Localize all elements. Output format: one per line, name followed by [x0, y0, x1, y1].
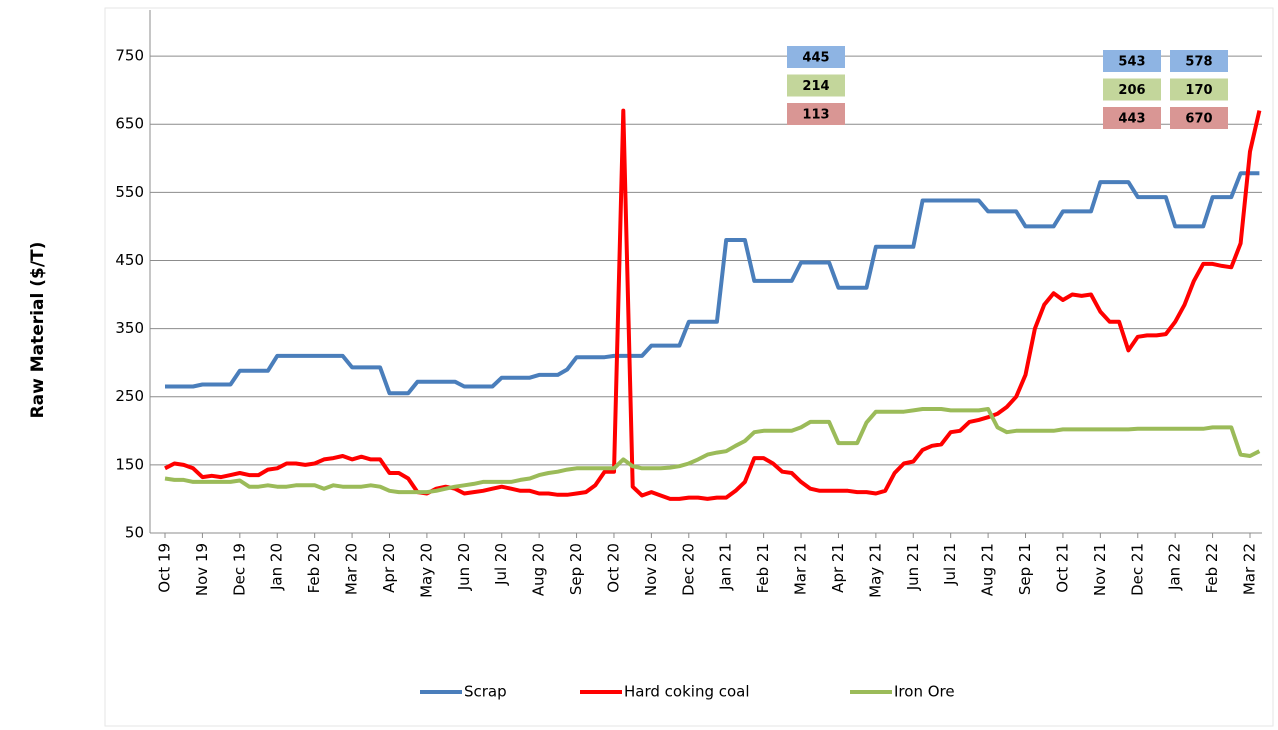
- y-tick-label: 350: [115, 319, 144, 337]
- x-tick-label: Jun 20: [455, 543, 473, 591]
- series-line: [164, 108, 1262, 501]
- x-tick-label: Mar 22: [1241, 543, 1259, 595]
- annotation-label: 445: [802, 51, 829, 66]
- x-tick-label: Jun 21: [904, 543, 922, 591]
- x-tick-label: Jan 21: [717, 543, 735, 591]
- x-tick-label: Feb 22: [1203, 543, 1221, 593]
- annotation-box: [1103, 107, 1161, 129]
- x-tick-label: May 20: [417, 543, 435, 598]
- chart-frame: [104, 7, 1274, 727]
- annotation-label: 214: [802, 79, 829, 94]
- y-axis-label: Raw Material ($/T): [28, 242, 48, 419]
- y-tick-label: 450: [115, 251, 144, 269]
- annotation-box: [1103, 78, 1161, 101]
- x-tick-label: May 21: [866, 543, 884, 598]
- x-tick-label: Nov 19: [193, 543, 211, 596]
- x-tick-label: Nov 21: [1091, 543, 1109, 596]
- x-tick-label: Apr 21: [829, 543, 847, 593]
- x-tick-label: Feb 20: [305, 543, 323, 593]
- x-tick-label: Sep 21: [1016, 543, 1034, 595]
- y-tick-label: 650: [115, 115, 144, 133]
- x-tick-label: Apr 20: [380, 543, 398, 593]
- annotation-box: [1170, 78, 1228, 101]
- y-tick-label: 550: [115, 183, 144, 201]
- annotation-box: [1170, 107, 1228, 129]
- x-tick-label: Jan 22: [1166, 543, 1184, 591]
- y-tick-label: 150: [115, 455, 144, 473]
- annotation-label: 170: [1185, 83, 1212, 98]
- annotation-label: 206: [1118, 83, 1145, 98]
- x-tick-label: Oct 19: [156, 543, 174, 593]
- x-tick-label: Jul 20: [492, 543, 510, 586]
- x-tick-label: Sep 20: [567, 543, 585, 595]
- annotation-label: 578: [1185, 55, 1212, 70]
- annotation-box: [787, 103, 845, 125]
- annotation-label: 543: [1118, 55, 1145, 70]
- x-tick-label: Jul 21: [941, 543, 959, 586]
- x-tick-label: Dec 20: [679, 543, 697, 596]
- series-line: [165, 171, 1260, 396]
- annotation-label: 670: [1185, 112, 1212, 127]
- series-line: [164, 407, 1261, 495]
- legend-label: Scrap: [464, 683, 507, 701]
- x-tick-label: Oct 20: [604, 543, 622, 593]
- x-tick-label: Nov 20: [642, 543, 660, 596]
- x-tick-label: Feb 21: [754, 543, 772, 593]
- y-tick-label: 50: [125, 524, 144, 542]
- annotation-box: [787, 46, 845, 68]
- y-tick-label: 250: [115, 387, 144, 405]
- x-tick-label: Dec 19: [230, 543, 248, 596]
- annotation-label: 113: [802, 108, 829, 123]
- x-tick-label: Mar 20: [343, 543, 361, 595]
- x-tick-label: Jan 20: [268, 543, 286, 591]
- annotation-label: 443: [1118, 112, 1145, 127]
- x-tick-label: Dec 21: [1128, 543, 1146, 596]
- legend-label: Hard coking coal: [624, 683, 750, 701]
- y-tick-label: 750: [115, 47, 144, 65]
- legend-label: Iron Ore: [894, 683, 955, 701]
- annotation-box: [1170, 50, 1228, 72]
- annotation-box: [1103, 50, 1161, 72]
- x-tick-label: Mar 21: [792, 543, 810, 595]
- annotation-box: [787, 74, 845, 97]
- x-tick-label: Aug 21: [979, 543, 997, 596]
- x-tick-label: Oct 21: [1053, 543, 1071, 593]
- x-tick-label: Aug 20: [530, 543, 548, 596]
